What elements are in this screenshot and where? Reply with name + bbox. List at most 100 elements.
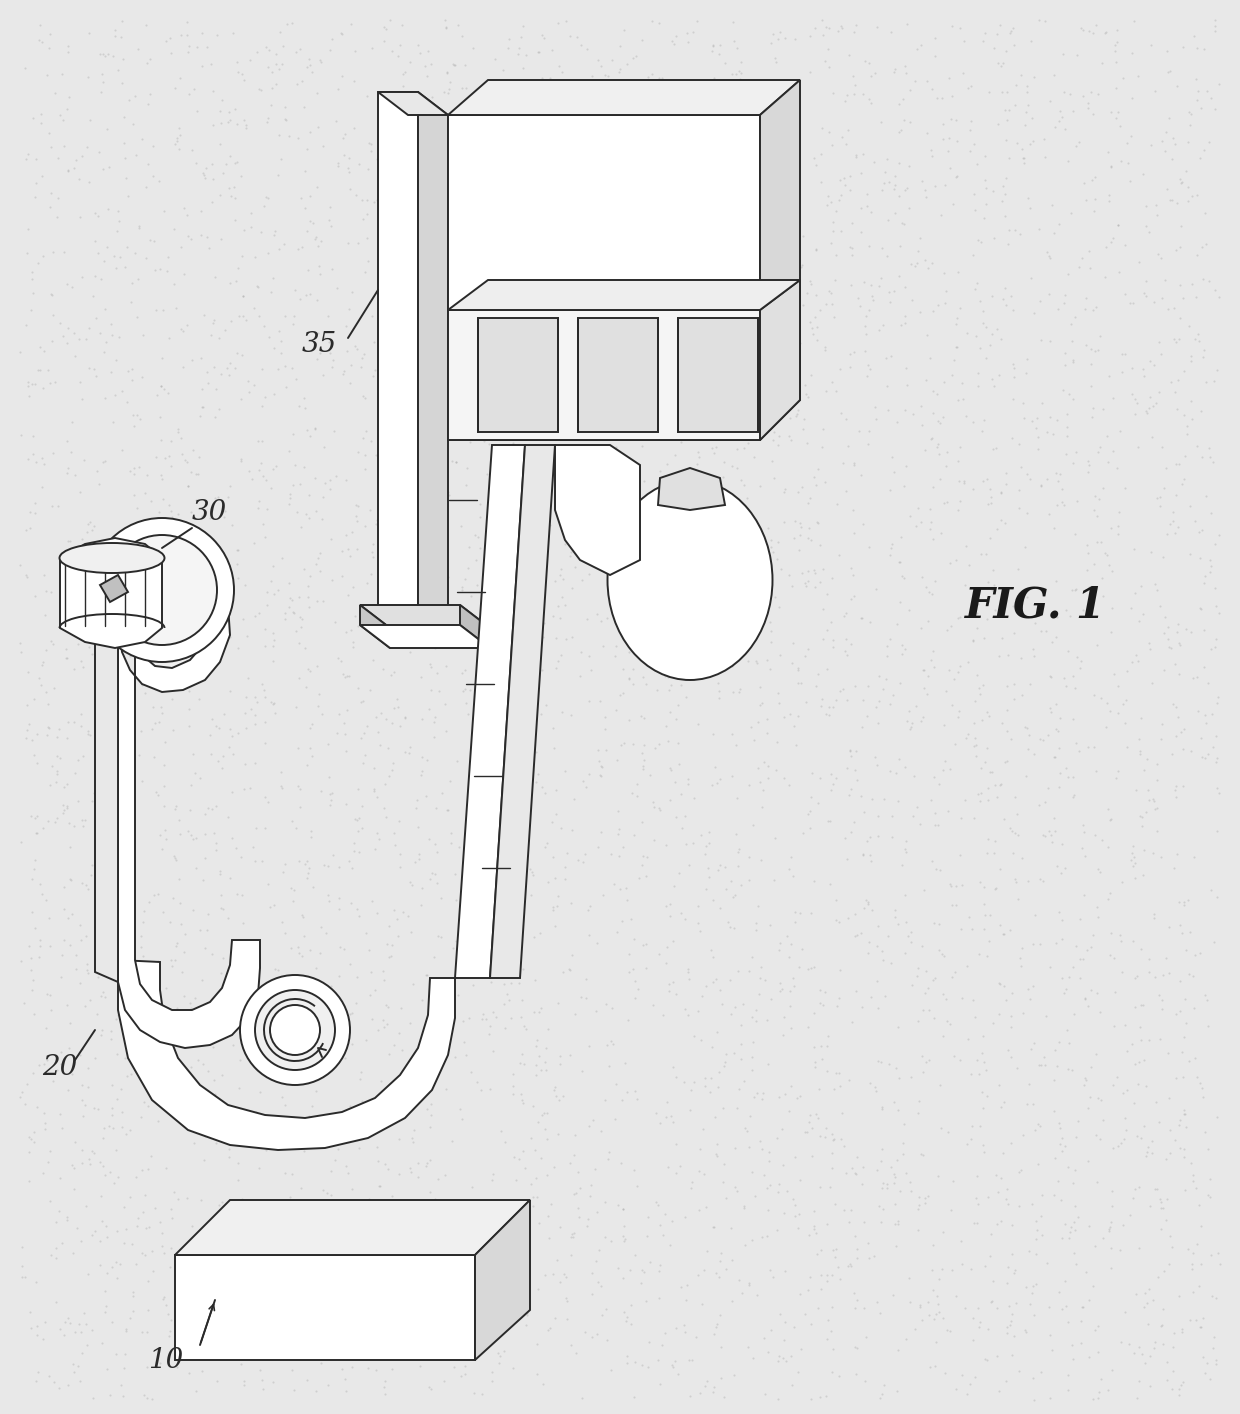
Point: [290, 617, 310, 639]
Point: [402, 424, 422, 447]
Point: [435, 1271, 455, 1294]
Point: [503, 691, 523, 714]
Point: [590, 690, 610, 713]
Point: [590, 189, 610, 212]
Point: [481, 796, 501, 819]
Point: [756, 721, 776, 744]
Point: [759, 1199, 779, 1222]
Point: [281, 1198, 301, 1220]
Point: [720, 915, 740, 937]
Point: [781, 1075, 801, 1097]
Point: [310, 263, 330, 286]
Point: [378, 995, 398, 1018]
Point: [38, 810, 58, 833]
Point: [387, 564, 407, 587]
Point: [857, 1326, 877, 1349]
Point: [35, 1118, 55, 1141]
Point: [1013, 392, 1033, 414]
Point: [117, 559, 136, 581]
Point: [505, 631, 525, 653]
Point: [895, 884, 915, 906]
Point: [542, 243, 562, 266]
Point: [1021, 987, 1040, 1010]
Point: [719, 632, 739, 655]
Point: [739, 274, 759, 297]
Point: [551, 469, 570, 492]
Point: [1120, 170, 1140, 192]
Point: [614, 1301, 634, 1324]
Point: [768, 1181, 787, 1203]
Point: [124, 457, 144, 479]
Point: [785, 1205, 805, 1227]
Point: [536, 1117, 556, 1140]
Point: [174, 940, 193, 963]
Point: [399, 1301, 419, 1324]
Point: [577, 607, 596, 629]
Point: [308, 655, 327, 677]
Point: [935, 262, 955, 284]
Point: [198, 1060, 218, 1083]
Point: [376, 806, 396, 829]
Point: [818, 696, 838, 718]
Point: [780, 994, 800, 1017]
Point: [528, 157, 548, 180]
Point: [688, 912, 708, 935]
Point: [591, 755, 611, 778]
Point: [647, 124, 667, 147]
Point: [454, 236, 474, 259]
Point: [17, 694, 37, 717]
Point: [737, 191, 756, 214]
Point: [1111, 150, 1131, 173]
Point: [412, 666, 432, 689]
Point: [27, 723, 47, 745]
Point: [1004, 622, 1024, 645]
Point: [229, 1076, 249, 1099]
Point: [108, 199, 128, 222]
Point: [320, 468, 340, 491]
Point: [103, 1075, 123, 1097]
Point: [134, 911, 154, 933]
Point: [1117, 735, 1137, 758]
Point: [868, 1291, 888, 1314]
Point: [450, 146, 470, 168]
Point: [527, 1363, 547, 1386]
Point: [725, 402, 745, 424]
Point: [678, 465, 698, 488]
Point: [432, 887, 451, 909]
Point: [1063, 766, 1083, 789]
Point: [1126, 967, 1146, 990]
Point: [1135, 839, 1154, 861]
Point: [1209, 286, 1229, 308]
Point: [1027, 1219, 1047, 1241]
Polygon shape: [175, 1200, 529, 1256]
Point: [525, 926, 544, 949]
Point: [211, 184, 231, 206]
Point: [973, 1051, 993, 1073]
Point: [1083, 21, 1102, 44]
Point: [615, 573, 635, 595]
Point: [352, 346, 372, 369]
Point: [895, 942, 915, 964]
Point: [181, 228, 201, 250]
Point: [1207, 595, 1226, 618]
Point: [863, 288, 883, 311]
Point: [31, 673, 51, 696]
Point: [79, 356, 99, 379]
Point: [1152, 130, 1172, 153]
Point: [1006, 785, 1025, 807]
Point: [688, 713, 708, 735]
Point: [210, 860, 229, 882]
Point: [436, 1302, 456, 1325]
Point: [527, 771, 547, 793]
Point: [162, 687, 182, 710]
Point: [790, 1169, 810, 1192]
Point: [775, 478, 795, 501]
Point: [257, 594, 277, 617]
Point: [1117, 660, 1137, 683]
Point: [1032, 474, 1052, 496]
Point: [746, 918, 766, 940]
Point: [470, 536, 490, 559]
Point: [688, 895, 708, 918]
Point: [78, 65, 98, 88]
Point: [46, 1246, 66, 1268]
